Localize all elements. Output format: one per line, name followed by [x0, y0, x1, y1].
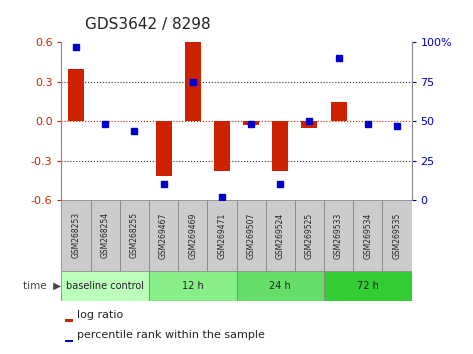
- Text: log ratio: log ratio: [77, 310, 123, 320]
- Bar: [156, 121, 172, 176]
- Bar: [61, 200, 91, 271]
- Text: 12 h: 12 h: [182, 281, 203, 291]
- Text: GSM269467: GSM269467: [159, 212, 168, 259]
- Text: GSM269469: GSM269469: [188, 212, 197, 259]
- Text: GSM268253: GSM268253: [71, 212, 80, 258]
- Text: GSM268255: GSM268255: [130, 212, 139, 258]
- Bar: [65, 319, 73, 321]
- Bar: [68, 69, 84, 121]
- Bar: [324, 271, 412, 301]
- Bar: [353, 200, 382, 271]
- Bar: [185, 42, 201, 121]
- Text: time  ▶: time ▶: [23, 281, 61, 291]
- Bar: [236, 271, 324, 301]
- Bar: [149, 271, 236, 301]
- Bar: [120, 200, 149, 271]
- Bar: [65, 340, 73, 342]
- Bar: [207, 200, 236, 271]
- Text: percentile rank within the sample: percentile rank within the sample: [77, 330, 265, 341]
- Bar: [178, 200, 207, 271]
- Bar: [382, 200, 412, 271]
- Bar: [236, 200, 266, 271]
- Text: GSM269471: GSM269471: [218, 212, 227, 258]
- Bar: [266, 200, 295, 271]
- Text: GSM269507: GSM269507: [246, 212, 255, 259]
- Text: baseline control: baseline control: [66, 281, 144, 291]
- Bar: [243, 121, 259, 125]
- Bar: [272, 121, 288, 171]
- Bar: [61, 271, 149, 301]
- Bar: [91, 200, 120, 271]
- Text: GSM269535: GSM269535: [393, 212, 402, 259]
- Text: GSM269534: GSM269534: [363, 212, 372, 259]
- Text: GSM269533: GSM269533: [334, 212, 343, 259]
- Bar: [214, 121, 230, 171]
- Text: 24 h: 24 h: [270, 281, 291, 291]
- Bar: [301, 121, 317, 128]
- Text: GSM269524: GSM269524: [276, 212, 285, 258]
- Bar: [331, 102, 347, 121]
- Bar: [149, 200, 178, 271]
- Bar: [295, 200, 324, 271]
- Text: GSM268254: GSM268254: [101, 212, 110, 258]
- Text: 72 h: 72 h: [357, 281, 379, 291]
- Bar: [324, 200, 353, 271]
- Text: GSM269525: GSM269525: [305, 212, 314, 258]
- Text: GDS3642 / 8298: GDS3642 / 8298: [85, 17, 211, 32]
